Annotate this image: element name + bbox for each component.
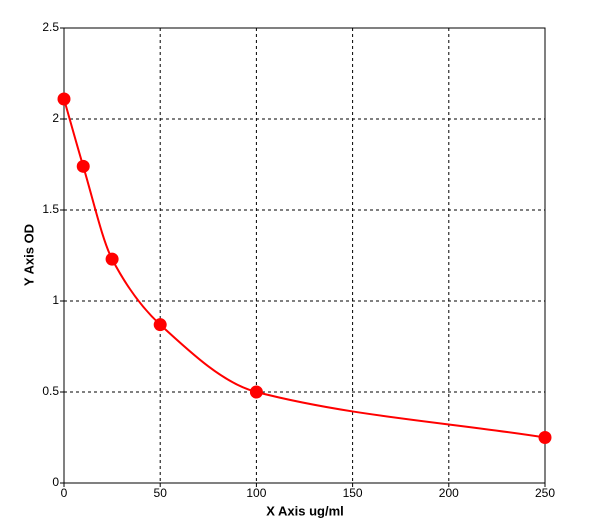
fit-curve	[63, 98, 546, 439]
x-tick-label: 50	[154, 486, 168, 500]
plot-frame	[63, 27, 546, 484]
y-tick-label: 0	[52, 475, 59, 489]
y-tick-label: 2.5	[42, 20, 59, 34]
x-tick-label: 250	[535, 486, 555, 500]
point	[105, 252, 119, 266]
x-tick-label: 100	[246, 486, 266, 500]
y-tick-label: 2	[52, 111, 59, 125]
point	[538, 431, 552, 444]
y-tick-label: 1	[52, 293, 59, 307]
point	[249, 385, 263, 399]
point	[57, 92, 71, 106]
y-tick-label: 0.5	[42, 384, 59, 398]
y-axis-title: Y Axis OD	[21, 224, 36, 286]
point	[153, 318, 167, 332]
x-tick-label: 0	[61, 486, 68, 500]
point	[76, 159, 90, 173]
x-tick-label: 200	[439, 486, 459, 500]
y-tick-label: 1.5	[42, 202, 59, 216]
x-axis-title: X Axis ug/ml	[266, 503, 344, 518]
x-tick-label: 150	[343, 486, 363, 500]
